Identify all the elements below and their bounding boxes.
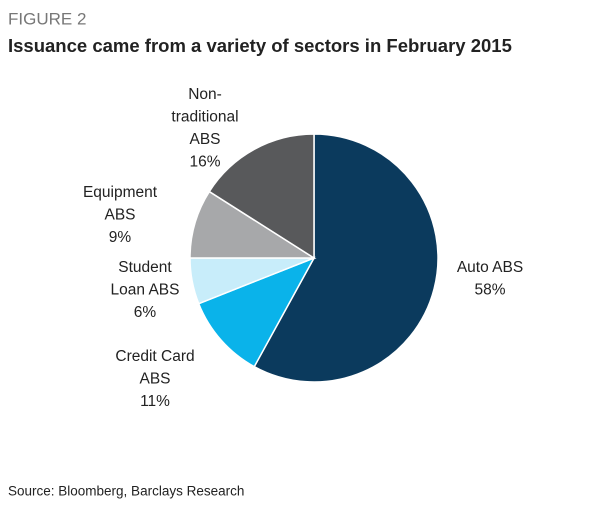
slice-label: Credit Card [115, 348, 194, 365]
pie-slice [253, 133, 439, 383]
slice-value-label: 11% [140, 393, 170, 410]
slice-value-label: 16% [189, 154, 220, 171]
slice-label: Student [118, 259, 172, 276]
slice-value-label: 58% [474, 282, 505, 299]
source: Source: Bloomberg, Barclays Research [8, 484, 244, 499]
pie-slice [208, 133, 315, 260]
slice-label: Auto ABS [457, 259, 523, 276]
slice-label: ABS [139, 371, 170, 388]
slice-label: Non- [188, 86, 222, 103]
slice-label: Equipment [83, 184, 158, 201]
slice-value-label: 9% [109, 229, 132, 246]
slice-label: ABS [104, 207, 135, 224]
chart-title: Issuance came from a variety of sectors … [8, 35, 512, 56]
slice-label: ABS [189, 131, 220, 148]
slice-label: traditional [171, 109, 238, 126]
pie-slice [197, 256, 316, 368]
slice-value-label: 6% [134, 304, 157, 321]
slice-label: Loan ABS [111, 282, 180, 299]
figure-label: FIGURE 2 [8, 9, 86, 28]
